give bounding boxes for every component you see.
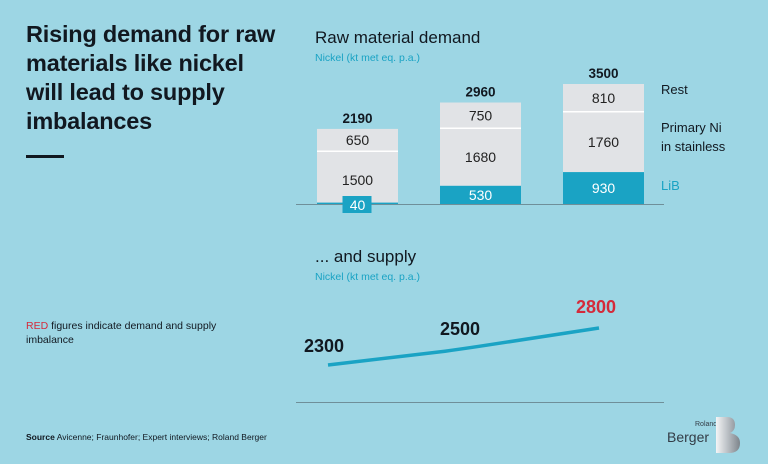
bar-segment-primary-ni bbox=[317, 151, 398, 203]
supply-chart-title: ... and supply bbox=[315, 247, 417, 266]
source-label: Source bbox=[26, 432, 55, 442]
legend-label: in stainless bbox=[661, 139, 726, 154]
bar-segment-rest bbox=[440, 102, 521, 129]
bar-segment-rest bbox=[563, 84, 644, 112]
bar-segment-primary-ni bbox=[440, 128, 521, 186]
bar-segment-rest bbox=[317, 128, 398, 152]
logo-small-text: Roland bbox=[695, 421, 718, 428]
bar-label-primary-ni: 1760 bbox=[588, 134, 619, 150]
legend-label: Primary Ni bbox=[661, 120, 722, 135]
demand-chart-title: Raw material demand bbox=[315, 28, 481, 47]
bar-total-label: 3500 bbox=[588, 66, 618, 81]
bar-label-lib: 40 bbox=[350, 197, 366, 213]
bar-segment-lib bbox=[563, 172, 644, 204]
logo-word: Berger bbox=[667, 429, 710, 445]
bar-total-label: 2960 bbox=[465, 85, 495, 100]
supply-value-label: 2500 bbox=[440, 319, 480, 339]
bar-label-box-lib bbox=[342, 196, 372, 213]
supply-line bbox=[327, 326, 600, 367]
bar-label-lib: 530 bbox=[469, 187, 493, 203]
bar-segment-primary-ni bbox=[563, 111, 644, 173]
logo-b-mark-icon bbox=[715, 416, 741, 454]
note-text: figures indicate demand and supply imbal… bbox=[26, 320, 217, 346]
source-text: Avicenne; Fraunhofer; Expert interviews;… bbox=[54, 432, 267, 442]
bar-label-rest: 810 bbox=[592, 90, 616, 106]
legend-label: LiB bbox=[661, 178, 680, 193]
bar-label-rest: 650 bbox=[346, 132, 370, 148]
legend-label: Rest bbox=[661, 82, 688, 97]
imbalance-note: RED figures indicate demand and supply i… bbox=[26, 319, 226, 347]
bar-label-primary-ni: 1500 bbox=[342, 172, 373, 188]
supply-value-label: 2800 bbox=[576, 297, 616, 317]
bar-label-lib: 930 bbox=[592, 180, 616, 196]
headline: Rising demand for raw materials like nic… bbox=[26, 21, 276, 134]
bar-total-label: 2190 bbox=[342, 111, 372, 126]
bar-label-rest: 750 bbox=[469, 107, 493, 123]
source-note: Source Avicenne; Fraunhofer; Expert inte… bbox=[26, 432, 267, 442]
bar-segment-lib bbox=[440, 185, 521, 204]
headline-divider bbox=[26, 155, 64, 158]
note-red-word: RED bbox=[26, 320, 49, 332]
supply-value-label: 2300 bbox=[304, 336, 344, 356]
demand-chart-subtitle: Nickel (kt met eq. p.a.) bbox=[315, 52, 421, 64]
supply-chart-subtitle: Nickel (kt met eq. p.a.) bbox=[315, 271, 421, 283]
bar-label-primary-ni: 1680 bbox=[465, 149, 496, 165]
